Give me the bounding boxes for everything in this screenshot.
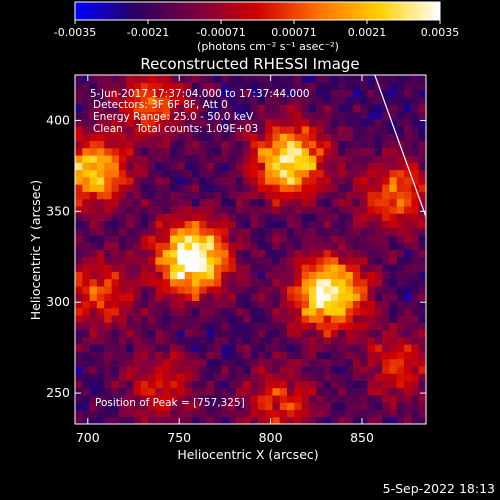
colorbar-tick-label: -0.0021 — [127, 26, 169, 39]
colorbar-tick-label: -0.00071 — [196, 26, 245, 39]
colorbar-ticks: -0.0035 -0.0021 -0.00071 0.00071 0.0021 0.003… — [54, 20, 459, 39]
y-tick-label: 250 — [46, 385, 70, 400]
colorbar-tick-label: 0.0021 — [348, 26, 387, 39]
x-tick-label: 800 — [259, 430, 283, 445]
annotation-clean-counts: Clean Total counts: 1.09E+03 — [93, 123, 258, 135]
colorbar-unit-label: (photons cm⁻² s⁻¹ asec⁻²) — [197, 40, 339, 53]
x-axis-label: Heliocentric X (arcsec) — [177, 447, 318, 462]
chart-title: Reconstructed RHESSI Image — [140, 55, 359, 73]
axis-ticks: 700 750 800 850 250 300 350 400 — [46, 75, 426, 445]
y-axis-label: Heliocentric Y (arcsec) — [28, 180, 43, 320]
y-tick-label: 400 — [46, 112, 70, 127]
colorbar-tick-label: 0.0035 — [421, 26, 460, 39]
x-tick-label: 850 — [350, 430, 374, 445]
annotation-time-range: 5-Jun-2017 17:37:04.000 to 17:37:44.000 — [90, 88, 310, 100]
annotation-energy-range: Energy Range: 25.0 - 50.0 keV — [93, 111, 254, 123]
colorbar — [74, 1, 441, 21]
annotation-detectors: Detectors: 3F 6F 8F, Att 0 — [93, 99, 228, 111]
colorbar-tick-label: -0.0035 — [54, 26, 96, 39]
colorbar-tick-label: 0.00071 — [271, 26, 317, 39]
x-tick-label: 700 — [76, 430, 100, 445]
footer-date: 5-Sep-2022 18:13 — [383, 481, 495, 496]
annotation-peak-position: Position of Peak = [757,325] — [95, 397, 245, 409]
heatmap-image — [75, 75, 426, 424]
solar-limb-line — [374, 75, 426, 217]
plot-frame — [74, 74, 427, 425]
y-tick-label: 300 — [46, 294, 70, 309]
x-tick-label: 750 — [167, 430, 191, 445]
y-tick-label: 350 — [46, 203, 70, 218]
